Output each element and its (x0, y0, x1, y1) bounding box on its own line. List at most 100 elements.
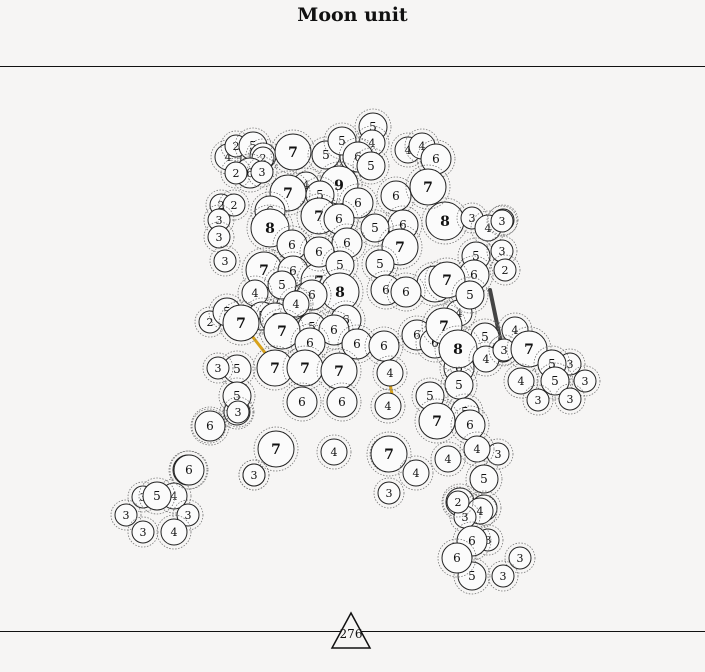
bubble-halo (430, 441, 466, 477)
bubble-node: 3 (569, 365, 601, 397)
bubble-circle (469, 464, 499, 494)
bubble-halo (222, 396, 254, 428)
bubble-label: 6 (308, 288, 316, 302)
bubble-halo (338, 183, 378, 223)
bubble-node: 2 (442, 486, 474, 518)
bubble-halo (202, 352, 234, 384)
bubble-halo (250, 191, 290, 231)
bubble-halo (504, 542, 536, 574)
bubble-node: 4 (278, 286, 314, 322)
bubble-label: 6 (468, 534, 476, 548)
bubble-circle (374, 392, 402, 420)
bubble-circle (320, 438, 348, 466)
bubble-halo (203, 221, 235, 253)
bubble-node: 2 (218, 189, 250, 221)
bubble-node: 6 (322, 382, 362, 422)
bubble-node: 3 (487, 560, 519, 592)
bubble-halo (416, 139, 456, 179)
bubble-halo (487, 560, 519, 592)
bubble-halo (364, 326, 404, 366)
bubble-halo (265, 170, 311, 216)
bubble-halo (326, 300, 366, 340)
bubble-label: 7 (277, 324, 287, 340)
bubble-label: 6 (382, 283, 390, 297)
bubble-halo (454, 255, 494, 295)
bubble-circle (441, 542, 473, 574)
bubble-node: 3 (110, 499, 142, 531)
bubble-label: 4 (293, 298, 300, 311)
bubble-label: 7 (432, 414, 442, 430)
bubble-halo (536, 362, 574, 400)
bubble-label: 5 (367, 159, 375, 173)
bubble-node: 5 (138, 477, 176, 515)
bubble-halo (315, 161, 363, 209)
bubble-node: 4 (398, 455, 434, 491)
bubble-label: 3 (222, 255, 229, 268)
bubble-halo (372, 355, 408, 391)
page-marker (330, 611, 372, 649)
bubble-circle (250, 160, 274, 184)
bubble-circle (455, 280, 485, 310)
bubble-node: 7 (270, 129, 316, 175)
bubble-label: 6 (380, 339, 388, 353)
bubble-label: 5 (455, 378, 463, 392)
bubble-halo (253, 426, 299, 472)
bubble-node: 7 (218, 300, 264, 346)
bubble-node: 7 (405, 164, 451, 210)
bubble-halo (172, 499, 204, 531)
bubble-label: 6 (343, 236, 351, 250)
bubble-label: 4 (518, 375, 525, 388)
bubble-halo (292, 275, 332, 315)
bubble-label: 6 (288, 238, 296, 252)
bubble-halo (156, 514, 192, 550)
bubble-node: 3 (127, 516, 159, 548)
bubble-node: 4 (459, 431, 495, 467)
bubble-label: 8 (440, 214, 450, 230)
bubble-node: 3 (222, 396, 254, 428)
bubble-circle (507, 367, 535, 395)
bubble-node: 6 (376, 176, 416, 216)
bubble-halo (352, 147, 390, 185)
bubble-label: 3 (216, 231, 223, 244)
bubble-label: 3 (185, 509, 192, 522)
bubble-node: 5 (536, 362, 574, 400)
bubble-label: 7 (439, 319, 449, 335)
bubble-label: 7 (236, 316, 246, 332)
bubble-label: 5 (466, 288, 474, 302)
bubble-halo (168, 450, 208, 490)
bubble-label: 5 (548, 357, 556, 371)
bubble-circle (222, 304, 260, 342)
bubble-circle (491, 564, 515, 588)
bubble-label: 4 (252, 287, 259, 300)
bubble-halo (522, 384, 554, 416)
bubble-halo (554, 383, 586, 415)
bubble-node: 4 (430, 441, 466, 477)
bubble-label: 3 (123, 509, 130, 522)
bubble-circle (390, 276, 422, 308)
bubble-label: 5 (322, 148, 330, 162)
bubble-halo (503, 363, 539, 399)
bubble-label: 2 (455, 496, 462, 509)
bubble-halo (263, 266, 301, 304)
bubble-halo (156, 478, 192, 514)
bubble-label: 3 (140, 526, 147, 539)
bubble-label: 4 (171, 490, 178, 503)
top-rule (0, 66, 705, 67)
bubble-halo (322, 382, 362, 422)
bubble-label: 3 (469, 212, 476, 225)
bubble-halo (319, 199, 359, 239)
bubble-node: 3 (172, 499, 204, 531)
bubble-circle (173, 454, 205, 486)
bubble-halo (290, 323, 330, 363)
bubble-label: 7 (300, 361, 310, 377)
bubble-node: 3 (554, 383, 586, 415)
bubble-node: 3 (482, 438, 514, 470)
bubble-node: 3 (373, 477, 405, 509)
bubble-circle (377, 481, 401, 505)
bubble-circle (370, 435, 408, 473)
bubble-circle (160, 518, 188, 546)
bubble-node: 2 (220, 157, 252, 189)
bubble-node: 7 (414, 398, 460, 444)
bubble-label: 4 (445, 453, 452, 466)
